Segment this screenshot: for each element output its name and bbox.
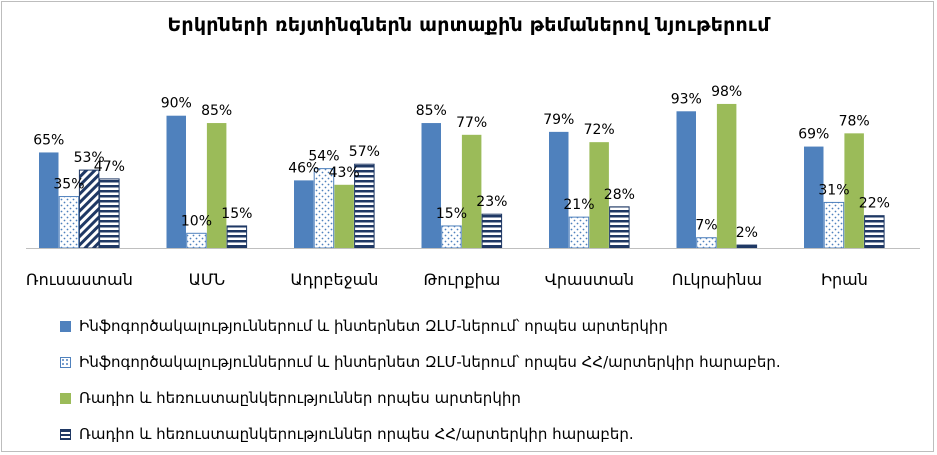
bar — [441, 225, 462, 249]
bar — [166, 115, 186, 248]
bar — [589, 142, 609, 248]
category-label: ԱՄՆ — [189, 270, 226, 289]
data-label: 15% — [221, 206, 252, 222]
chart-title: Երկրների ռեյտինգներն արտաքին թեմաներով ն… — [167, 14, 770, 36]
data-label: 31% — [818, 182, 849, 198]
bar — [226, 225, 248, 249]
category-label: Ադրբեջան — [290, 270, 378, 289]
bar — [39, 152, 59, 248]
chart-legend: Ինֆոգործակալություններում և ինտերնետ ԶԼՄ… — [60, 308, 920, 452]
category-label: Վրաստան — [545, 270, 634, 289]
bar — [421, 123, 441, 248]
legend-swatch — [60, 356, 71, 368]
bar — [206, 123, 227, 248]
data-label: 46% — [288, 160, 319, 176]
legend-item: Ինֆոգործակալություններում և ինտերնետ ԶԼՄ… — [60, 344, 920, 380]
legend-label: Ռադիո և հեռուստաընկերություններ որպես ՀՀ… — [79, 425, 634, 443]
legend-label: Ռադիո և հեռուստաընկերություններ որպես ար… — [79, 389, 521, 407]
bar — [864, 215, 885, 249]
data-label: 47% — [94, 159, 125, 175]
data-label: 57% — [349, 144, 380, 160]
data-label: 78% — [839, 113, 870, 129]
data-label: 22% — [859, 196, 890, 212]
bar — [99, 178, 120, 249]
data-label: 35% — [53, 177, 84, 193]
bar — [844, 133, 864, 248]
legend-swatch — [60, 392, 71, 404]
data-label: 69% — [798, 127, 829, 143]
data-label: 54% — [308, 149, 339, 165]
bar — [609, 206, 630, 249]
bar — [823, 201, 845, 249]
bar — [549, 131, 569, 248]
data-label: 15% — [436, 206, 467, 222]
legend-label: Ինֆոգործակալություններում և ինտերնետ ԶԼՄ… — [79, 353, 781, 371]
bar — [736, 244, 758, 249]
data-label: 93% — [671, 91, 702, 107]
legend-swatch — [60, 320, 71, 332]
data-label: 90% — [161, 96, 192, 112]
data-label: 65% — [33, 132, 64, 148]
legend-item: Ինֆոգործակալություններում և ինտերնետ ԶԼՄ… — [60, 308, 920, 344]
bar — [334, 184, 354, 248]
data-label: 23% — [476, 194, 507, 210]
bar — [58, 196, 80, 249]
bar — [461, 134, 482, 248]
data-label: 53% — [74, 150, 105, 166]
data-label: 79% — [543, 112, 574, 128]
data-label: 85% — [416, 103, 447, 119]
bar — [481, 213, 503, 249]
category-label: Իրան — [821, 270, 868, 289]
bar — [186, 232, 207, 249]
legend-item: Ռադիո և հեռուստաընկերություններ որպես ար… — [60, 380, 920, 416]
data-label: 7% — [695, 218, 717, 234]
bar — [294, 180, 314, 248]
legend-label: Ինֆոգործակալություններում և ինտերնետ ԶԼՄ… — [79, 317, 668, 335]
data-label: 2% — [736, 225, 758, 241]
data-label: 10% — [181, 213, 212, 229]
bar — [676, 111, 696, 248]
data-label: 85% — [201, 103, 232, 119]
category-label: Ուկրաինա — [672, 270, 762, 289]
bar — [696, 237, 717, 249]
category-label: Թուրքիա — [423, 270, 500, 289]
legend-item: Ռադիո և հեռուստաընկերություններ որպես ՀՀ… — [60, 416, 920, 452]
bar — [804, 146, 824, 248]
data-label: 72% — [584, 122, 615, 138]
bar — [568, 216, 590, 249]
data-label: 77% — [456, 115, 487, 131]
category-label: Ռուսաստան — [26, 270, 133, 289]
data-label: 21% — [563, 197, 594, 213]
data-label: 43% — [329, 165, 360, 181]
bar — [716, 103, 737, 248]
legend-swatch — [60, 428, 71, 440]
data-label: 98% — [711, 84, 742, 100]
data-label: 28% — [604, 187, 635, 203]
